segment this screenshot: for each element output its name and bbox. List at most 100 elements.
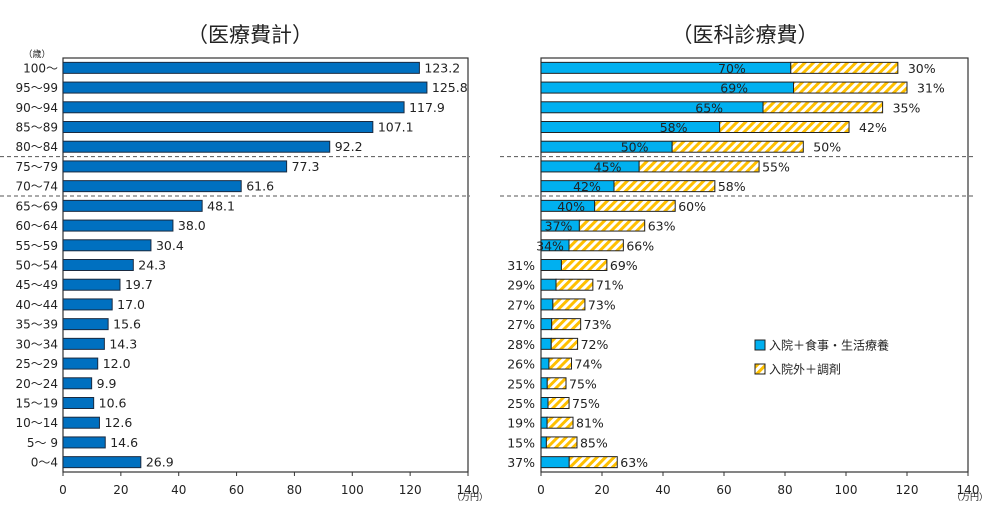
- right-bar-outpatient: [613, 180, 716, 193]
- right-bar-inpatient: [540, 298, 554, 311]
- legend-label: 入院＋食事・生活療養: [769, 338, 889, 353]
- right-inpatient-percent-label: 45%: [594, 159, 622, 174]
- left-value-label: 92.2: [335, 139, 363, 154]
- right-outpatient-percent-label: 81%: [576, 416, 604, 431]
- right-bar-inpatient: [540, 101, 764, 114]
- left-bar: [62, 121, 374, 133]
- right-bar-outpatient: [568, 239, 624, 252]
- left-bar: [62, 377, 93, 390]
- right-inpatient-percent-label: 34%: [536, 238, 564, 253]
- right-bar-outpatient: [548, 357, 572, 370]
- right-chart-title: （医科診療費）: [672, 23, 819, 47]
- left-category-label: 85～89: [15, 121, 58, 135]
- left-x-tick-label: 60: [229, 483, 244, 497]
- right-outpatient-percent-label: 71%: [596, 278, 624, 293]
- right-outpatient-percent-label: 55%: [762, 159, 790, 174]
- left-value-label: 15.6: [113, 317, 141, 332]
- left-value-label: 30.4: [156, 238, 184, 253]
- left-bar: [62, 61, 420, 74]
- left-category-label: 20～24: [15, 377, 58, 391]
- right-bar-outpatient: [546, 416, 574, 429]
- right-inpatient-percent-label: 50%: [621, 140, 649, 155]
- right-bar-outpatient: [545, 436, 578, 449]
- right-bar-inpatient: [540, 121, 721, 133]
- right-bar-inpatient: [540, 397, 549, 409]
- left-bar: [62, 219, 174, 232]
- right-x-tick-label: 60: [716, 483, 731, 497]
- left-value-label: 14.3: [109, 336, 137, 351]
- right-outpatient-percent-label: 35%: [893, 100, 921, 115]
- left-value-label: 48.1: [207, 198, 235, 213]
- left-value-label: 12.0: [103, 356, 131, 371]
- right-bar-outpatient: [719, 121, 850, 133]
- left-bar: [62, 337, 105, 350]
- left-x-unit: （万円）: [452, 492, 488, 503]
- right-bar-outpatient: [551, 318, 582, 331]
- left-x-tick-label: 40: [171, 483, 186, 497]
- left-bar: [62, 101, 405, 114]
- left-category-label: 95～99: [15, 81, 58, 95]
- right-outpatient-percent-label: 74%: [575, 357, 603, 372]
- left-chart-title: （医療費計）: [187, 23, 313, 47]
- legend-swatch: [754, 363, 766, 375]
- right-inpatient-percent-label: 27%: [507, 297, 535, 312]
- left-bar: [62, 357, 99, 370]
- left-bar: [62, 298, 113, 311]
- right-bar-inpatient: [540, 61, 792, 74]
- left-value-label: 107.1: [378, 120, 414, 135]
- left-category-label: 25～29: [15, 357, 58, 371]
- right-bar-inpatient: [540, 377, 548, 390]
- right-inpatient-percent-label: 37%: [545, 219, 573, 234]
- left-value-label: 12.6: [104, 415, 132, 430]
- left-value-label: 77.3: [292, 159, 320, 174]
- left-value-label: 17.0: [117, 297, 145, 312]
- left-category-label: 80～84: [15, 140, 58, 154]
- right-x-tick-label: 140: [957, 483, 980, 497]
- left-value-label: 123.2: [424, 60, 460, 75]
- right-bar-outpatient: [550, 337, 579, 350]
- right-x-tick-label: 0: [537, 483, 545, 497]
- left-bar: [62, 259, 134, 271]
- left-category-label: 0～4: [31, 456, 58, 470]
- right-bar-inpatient: [540, 318, 553, 331]
- left-bar: [62, 278, 121, 291]
- left-value-label: 117.9: [409, 100, 445, 115]
- legend-swatch: [754, 339, 766, 351]
- left-x-tick-label: 100: [341, 483, 364, 497]
- left-value-label: 38.0: [178, 218, 206, 233]
- left-x-tick-label: 120: [399, 483, 422, 497]
- right-outpatient-percent-label: 66%: [626, 238, 654, 253]
- right-x-tick-label: 120: [896, 483, 919, 497]
- left-value-label: 61.6: [246, 179, 274, 194]
- right-outpatient-percent-label: 58%: [718, 179, 746, 194]
- right-bar-inpatient: [540, 160, 640, 173]
- right-bar-inpatient: [540, 456, 570, 469]
- left-value-label: 14.6: [110, 435, 138, 450]
- right-inpatient-percent-label: 15%: [507, 435, 535, 450]
- right-bar-inpatient: [540, 357, 550, 370]
- right-bar-inpatient: [540, 337, 552, 350]
- left-category-label: 70～74: [15, 180, 58, 194]
- left-category-label: 65～69: [15, 199, 58, 213]
- right-outpatient-percent-label: 73%: [588, 297, 616, 312]
- right-inpatient-percent-label: 25%: [507, 376, 535, 391]
- left-category-label: 30～34: [15, 337, 58, 351]
- right-inpatient-percent-label: 70%: [718, 61, 746, 76]
- right-outpatient-percent-label: 31%: [917, 81, 945, 96]
- left-bar: [62, 436, 106, 449]
- right-inpatient-percent-label: 65%: [695, 100, 723, 115]
- left-x-tick-label: 0: [59, 483, 67, 497]
- left-value-label: 10.6: [99, 396, 127, 411]
- right-x-unit: （万円）: [952, 492, 988, 503]
- left-value-label: 9.9: [97, 376, 117, 391]
- left-category-label: 55～59: [15, 239, 58, 253]
- left-bar: [62, 397, 95, 409]
- left-bar: [62, 160, 288, 173]
- left-x-tick-label: 80: [287, 483, 302, 497]
- right-outpatient-percent-label: 63%: [648, 219, 676, 234]
- right-bar-outpatient: [790, 61, 899, 74]
- right-inpatient-percent-label: 28%: [507, 337, 535, 352]
- right-outpatient-percent-label: 85%: [580, 435, 608, 450]
- right-inpatient-percent-label: 69%: [720, 81, 748, 96]
- left-category-label: 40～44: [15, 298, 58, 312]
